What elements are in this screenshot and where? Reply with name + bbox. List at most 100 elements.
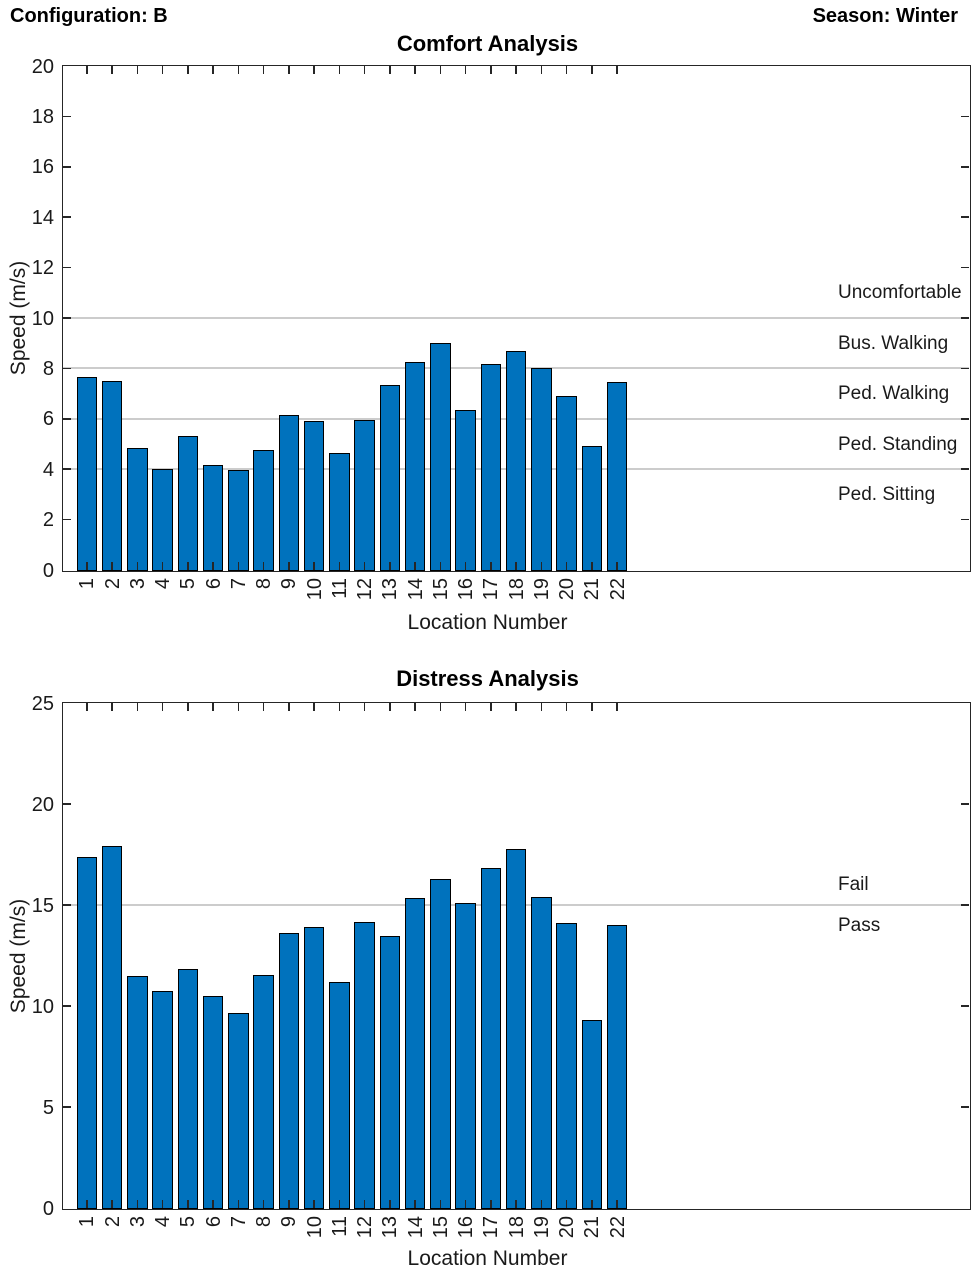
axis-tick <box>187 562 189 570</box>
axis-tick <box>136 66 138 74</box>
bar <box>101 380 123 571</box>
axis-tick <box>439 66 441 74</box>
y-tick-label: 14 <box>31 206 54 229</box>
y-tick-label: 2 <box>42 509 54 532</box>
axis-tick <box>389 1200 391 1208</box>
bar <box>202 995 224 1209</box>
axis-tick <box>63 266 71 269</box>
y-tick-label: 16 <box>31 156 54 179</box>
axis-tick <box>591 703 593 711</box>
bar <box>455 902 476 1209</box>
bar <box>76 376 97 571</box>
axis-tick <box>363 1200 366 1208</box>
y-tick-label: 0 <box>42 559 54 582</box>
axis-tick <box>616 1200 618 1208</box>
axis-tick <box>262 703 265 711</box>
bar <box>505 849 527 1209</box>
axis-tick <box>616 66 618 74</box>
axis-tick <box>961 1005 969 1007</box>
y-tick-label: 18 <box>31 105 54 128</box>
axis-tick <box>237 66 239 74</box>
axis-tick <box>212 703 214 711</box>
axis-tick <box>187 1200 189 1208</box>
axis-tick <box>63 803 71 805</box>
bar <box>303 421 325 571</box>
bar <box>606 382 628 571</box>
axis-tick <box>63 904 71 906</box>
bar <box>253 974 274 1209</box>
axis-tick <box>86 66 88 74</box>
axis-tick <box>490 1200 492 1208</box>
axis-tick <box>414 66 416 74</box>
x-tick-label: 17 <box>480 1216 503 1239</box>
axis-tick <box>86 703 88 711</box>
axis-tick <box>540 703 542 711</box>
x-tick-label: 4 <box>152 1216 174 1228</box>
axis-tick <box>414 1200 416 1208</box>
axis-tick <box>111 1200 113 1208</box>
bar <box>152 468 173 571</box>
region-label: Uncomfortable <box>838 282 962 304</box>
axis-tick <box>515 562 517 570</box>
axis-tick <box>389 562 391 570</box>
bar <box>379 936 400 1209</box>
axis-tick <box>313 703 315 711</box>
axis-tick <box>288 66 290 74</box>
axis-tick <box>565 66 568 74</box>
bar <box>505 350 527 571</box>
axis-tick <box>363 66 366 74</box>
y-tick-label: 0 <box>42 1197 54 1220</box>
axis-tick <box>237 1200 239 1208</box>
x-tick-label: 20 <box>556 1216 578 1239</box>
bar <box>404 897 426 1209</box>
axis-tick <box>490 703 492 711</box>
axis-tick <box>961 1106 969 1108</box>
season-header: Season: Winter <box>812 5 958 27</box>
axis-tick <box>212 562 214 570</box>
bar <box>152 990 173 1209</box>
bar <box>404 361 426 571</box>
axis-tick <box>63 317 71 319</box>
y-tick-label: 10 <box>31 995 54 1018</box>
axis-tick <box>490 562 492 570</box>
x-tick-label: 11 <box>328 1216 351 1237</box>
bar <box>556 923 577 1209</box>
x-tick-label: 1 <box>76 1216 99 1228</box>
bar <box>354 922 375 1209</box>
axis-tick <box>63 518 71 521</box>
axis-tick <box>338 66 340 74</box>
axis-tick <box>540 562 542 570</box>
axis-tick <box>439 703 441 711</box>
bar <box>354 419 375 571</box>
x-tick-label: 16 <box>455 1216 477 1239</box>
x-tick-label: 14 <box>404 1216 427 1239</box>
y-tick-label: 12 <box>31 257 54 280</box>
axis-tick <box>961 115 969 118</box>
axis-tick <box>363 562 366 570</box>
axis-tick <box>63 418 71 420</box>
y-tick-label: 20 <box>31 55 54 78</box>
axis-tick <box>63 1005 71 1007</box>
region-label: Ped. Walking <box>838 383 950 405</box>
x-tick-label: 12 <box>354 1216 376 1239</box>
axis-tick <box>389 703 391 711</box>
y-tick-label: 10 <box>31 307 54 330</box>
x-tick-label: 19 <box>530 1216 553 1239</box>
x-tick-label: 21 <box>581 1216 604 1239</box>
axis-tick <box>212 66 214 74</box>
bar <box>480 867 501 1209</box>
axis-tick <box>565 1200 568 1208</box>
axis-tick <box>161 562 164 570</box>
axis-tick <box>338 703 340 711</box>
bar <box>606 925 628 1209</box>
axis-tick <box>111 703 113 711</box>
bar <box>101 846 123 1209</box>
axis-tick <box>288 703 290 711</box>
region-label: Ped. Standing <box>838 433 958 455</box>
bar <box>581 1020 602 1209</box>
y-tick-label: 8 <box>42 357 54 380</box>
axis-tick <box>616 703 618 711</box>
axis-tick <box>565 562 568 570</box>
bar <box>379 384 400 571</box>
